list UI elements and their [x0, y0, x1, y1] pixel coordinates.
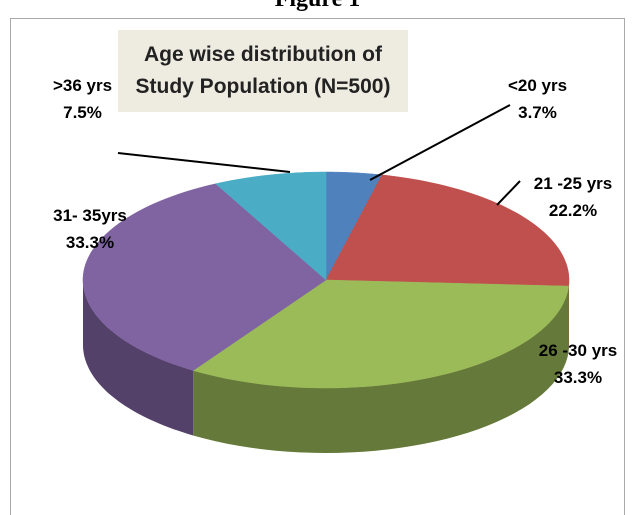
data-label: 26 -30 yrs 33.3% [518, 337, 635, 391]
leader-line [369, 104, 511, 181]
data-label: 21 -25 yrs 22.2% [518, 170, 628, 224]
slice [192, 279, 569, 389]
category-label: <20 yrs [507, 76, 568, 95]
value-label: 33.3% [553, 368, 603, 387]
leader-line [117, 152, 291, 173]
slice-side-shade [83, 280, 194, 436]
category-label: 21 -25 yrs [533, 174, 613, 193]
value-label: 33.3% [65, 233, 115, 252]
slice-side [193, 286, 569, 453]
chart-title: Age wise distribution of Study Populatio… [118, 30, 408, 112]
data-label: 31- 35yrs 33.3% [40, 202, 140, 256]
leader-line [496, 180, 521, 206]
pie [82, 171, 570, 453]
chart-border [10, 18, 625, 515]
data-label: >36 yrs 7.5% [45, 72, 120, 126]
slice [325, 171, 383, 281]
slice-side [83, 280, 194, 436]
value-label: 22.2% [548, 201, 598, 220]
value-label: 7.5% [63, 103, 102, 122]
category-label: >36 yrs [52, 76, 113, 95]
figure-label: Figure 1 [0, 0, 635, 13]
category-label: 31- 35yrs [53, 206, 127, 225]
value-label: 3.7% [518, 103, 557, 122]
slice [82, 183, 327, 371]
category-label: 26 -30 yrs [538, 341, 618, 360]
slice [325, 174, 570, 287]
slice [215, 171, 327, 281]
data-label: <20 yrs 3.7% [500, 72, 575, 126]
slice-side-shade [193, 286, 569, 453]
